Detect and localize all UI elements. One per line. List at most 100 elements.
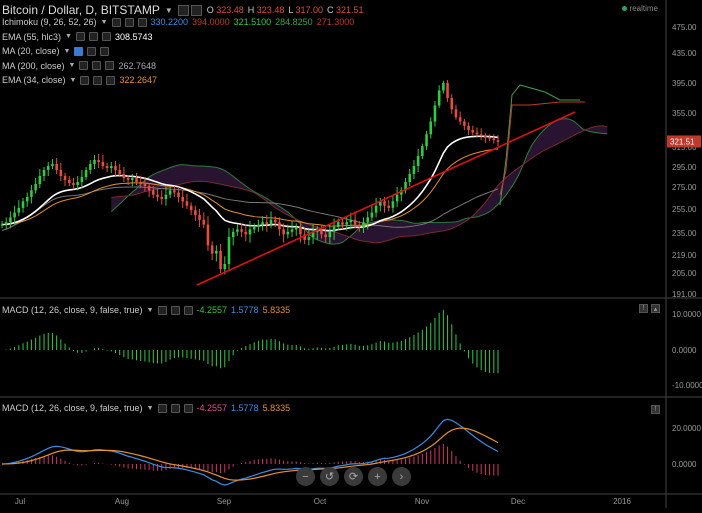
pane-options-icon[interactable]: ǃ bbox=[639, 304, 648, 313]
candle-body bbox=[240, 229, 243, 232]
candle-body bbox=[421, 146, 424, 156]
zoom-out-icon[interactable]: − bbox=[296, 467, 315, 486]
candle-body bbox=[383, 201, 386, 206]
hide-icon[interactable] bbox=[92, 61, 102, 70]
candle-body bbox=[290, 229, 294, 232]
zoom-in-icon[interactable]: + bbox=[368, 467, 387, 486]
symbol-caret-icon[interactable]: ▼ bbox=[164, 5, 173, 15]
candle-body bbox=[72, 183, 75, 185]
time-tick-label: 2016 bbox=[613, 497, 631, 506]
candle-body bbox=[198, 215, 201, 220]
chevron-down-icon[interactable]: ▼ bbox=[63, 47, 71, 55]
settings-icon[interactable] bbox=[75, 32, 85, 41]
ohlc-values: O 323.48 H 323.48 L 317.00 C 321.51 bbox=[207, 5, 368, 15]
indicator-label[interactable]: Ichimoku (9, 26, 52, 26) bbox=[2, 17, 97, 27]
candle-body bbox=[46, 166, 50, 170]
close-icon[interactable] bbox=[183, 305, 193, 315]
indicator-label[interactable]: MACD (12, 26, close, 9, false, true) bbox=[2, 305, 143, 315]
close-icon[interactable] bbox=[105, 61, 115, 70]
candle-body bbox=[135, 178, 138, 182]
candle-body bbox=[282, 229, 285, 235]
indicator-label[interactable]: MACD (12, 26, close, 9, false, true) bbox=[2, 403, 143, 413]
chart-navigation: − ↺ ⟳ + › bbox=[296, 467, 411, 486]
candle-body bbox=[471, 130, 475, 133]
candle-body bbox=[244, 231, 248, 235]
candle-body bbox=[9, 217, 12, 223]
candle-body bbox=[152, 190, 155, 195]
candle-body bbox=[454, 109, 458, 118]
chevron-down-icon[interactable]: ▼ bbox=[65, 33, 72, 40]
candle-body bbox=[202, 219, 206, 225]
hide-icon[interactable] bbox=[88, 32, 98, 41]
candle-body bbox=[168, 190, 172, 195]
hide-icon[interactable] bbox=[170, 305, 180, 315]
hide-icon[interactable] bbox=[170, 403, 180, 413]
chevron-down-icon[interactable]: ▼ bbox=[146, 404, 154, 412]
settings-icon[interactable] bbox=[79, 61, 89, 70]
settings-icon[interactable] bbox=[177, 4, 189, 16]
candle-body bbox=[194, 210, 197, 215]
indicator-label[interactable]: EMA (34, close) bbox=[2, 75, 66, 85]
indicator-value: -4.2557 bbox=[196, 403, 228, 413]
indicator-value: -4.2557 bbox=[196, 305, 228, 315]
close-icon[interactable] bbox=[106, 75, 116, 85]
close-icon[interactable] bbox=[137, 17, 147, 27]
hide-icon[interactable] bbox=[87, 46, 97, 56]
pane-options-icon[interactable]: ǃ bbox=[651, 405, 660, 414]
candle-body bbox=[181, 196, 185, 202]
realtime-indicator: realtime bbox=[621, 4, 658, 13]
price-tick-label: 295.00 bbox=[672, 163, 697, 172]
indicator-value: 5.8335 bbox=[262, 305, 291, 315]
chart-title-bar: Bitcoin / Dollar, D, BITSTAMP ▼ O 323.48… bbox=[2, 3, 368, 17]
indicator-value: 284.8250 bbox=[275, 17, 313, 27]
close-icon[interactable] bbox=[183, 403, 193, 413]
refresh-icon[interactable]: ⟳ bbox=[344, 467, 363, 486]
candle-body bbox=[320, 229, 323, 235]
settings-icon[interactable] bbox=[157, 403, 167, 413]
settings-icon[interactable] bbox=[111, 17, 121, 27]
close-icon[interactable] bbox=[101, 32, 111, 41]
settings-icon[interactable] bbox=[157, 305, 167, 315]
candle-body bbox=[164, 194, 168, 200]
candle-body bbox=[0, 224, 4, 226]
symbol-title[interactable]: Bitcoin / Dollar, D, BITSTAMP bbox=[2, 3, 160, 17]
chevron-down-icon[interactable]: ▼ bbox=[69, 76, 77, 84]
next-icon[interactable]: › bbox=[392, 467, 411, 486]
macd-legend: MACD (12, 26, close, 9, false, true) ▼ -4.… bbox=[2, 403, 290, 413]
chevron-down-icon[interactable]: ▼ bbox=[100, 18, 108, 26]
reset-icon[interactable]: ↺ bbox=[320, 467, 339, 486]
ichimoku-lead-a bbox=[499, 84, 580, 206]
indicator-value: 262.7648 bbox=[118, 60, 157, 71]
indicator-value: 330.2200 bbox=[150, 17, 189, 27]
hide-icon[interactable] bbox=[190, 4, 202, 16]
chevron-down-icon[interactable]: ▼ bbox=[146, 306, 154, 314]
candle-body bbox=[265, 222, 269, 225]
settings-icon[interactable] bbox=[74, 46, 84, 56]
macd-tick-label: 0.0000 bbox=[672, 460, 697, 469]
indicator-value: 1.5778 bbox=[231, 305, 259, 315]
close-icon[interactable] bbox=[100, 46, 110, 56]
indicator-label[interactable]: MA (200, close) bbox=[2, 60, 65, 71]
indicator-label[interactable]: EMA (55, hlc3) bbox=[2, 31, 62, 42]
indicator-label[interactable]: MA (20, close) bbox=[2, 46, 60, 56]
hide-icon[interactable] bbox=[93, 75, 103, 85]
candle-body bbox=[118, 170, 121, 174]
indicator-value: 271.3000 bbox=[316, 17, 355, 27]
chevron-down-icon[interactable]: ▼ bbox=[68, 62, 76, 69]
pane-maximize-icon[interactable]: ▴ bbox=[651, 304, 660, 313]
settings-icon[interactable] bbox=[80, 75, 90, 85]
candle-body bbox=[387, 205, 391, 208]
realtime-label: realtime bbox=[629, 4, 658, 13]
hide-icon[interactable] bbox=[124, 17, 134, 27]
candle-body bbox=[488, 137, 491, 139]
candle-body bbox=[366, 217, 369, 223]
candle-body bbox=[147, 186, 151, 191]
candle-body bbox=[160, 196, 164, 200]
support-trendline bbox=[196, 111, 576, 286]
candle-body bbox=[395, 194, 399, 202]
indicator-value: 1.5778 bbox=[231, 403, 259, 413]
price-tick-label: 275.00 bbox=[672, 183, 697, 192]
candle-body bbox=[126, 178, 130, 180]
candle-body bbox=[374, 205, 378, 213]
